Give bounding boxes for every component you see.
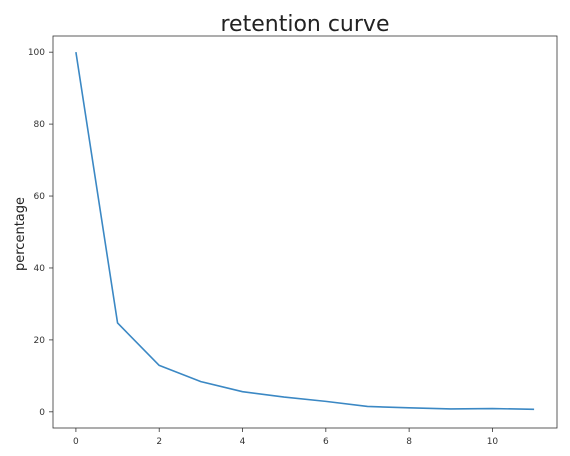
series-group <box>75 52 535 411</box>
y-tick-label: 60 <box>34 192 46 202</box>
y-tick-label: 40 <box>34 264 46 274</box>
y-tick-label: 0 <box>39 408 45 418</box>
series-line <box>75 52 535 411</box>
x-axis: 0 2 4 6 8 10 <box>73 428 498 447</box>
y-axis: 0 20 40 60 80 100 <box>28 48 53 418</box>
plot-area-frame <box>52 35 558 429</box>
x-tick-label: 6 <box>323 437 329 447</box>
chart-title: retention curve <box>221 12 390 37</box>
y-tick-label: 80 <box>34 120 46 130</box>
x-tick-label: 2 <box>156 437 162 447</box>
x-tick-label: 8 <box>406 437 412 447</box>
y-tick-label: 20 <box>34 336 46 346</box>
x-tick-label: 10 <box>487 437 499 447</box>
y-tick-label: 100 <box>28 48 45 58</box>
y-axis-label: percentage <box>13 197 28 271</box>
x-tick-label: 4 <box>240 437 246 447</box>
x-tick-label: 0 <box>73 437 79 447</box>
